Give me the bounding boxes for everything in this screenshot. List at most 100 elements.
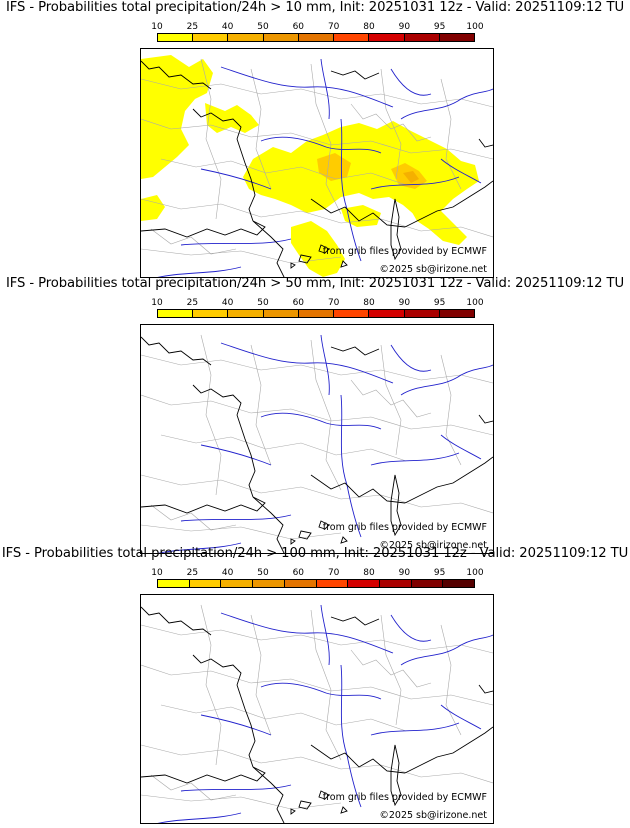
legend-swatch: [158, 34, 194, 41]
forecast-panel-100mm: IFS - Probabilities total precipitation/…: [0, 546, 630, 824]
map-borders: [141, 334, 493, 540]
legend-label: 80: [363, 298, 375, 308]
panel-title: IFS - Probabilities total precipitation/…: [1, 546, 629, 561]
legend-swatch: [263, 34, 299, 41]
legend-label: 80: [363, 568, 375, 578]
legend-label: 50: [257, 22, 269, 32]
probability-legend: 10 25 40 50 60 70 80 90 95 100: [151, 298, 484, 318]
legend-swatch: [253, 580, 285, 587]
legend-swatch: [334, 34, 370, 41]
legend-labels: 10 25 40 50 60 70 80 90 95 100: [151, 568, 483, 578]
legend-label: 90: [398, 298, 411, 308]
precip-region-nw-coast: [205, 103, 259, 133]
legend-label: 50: [257, 298, 269, 308]
legend-swatch: [228, 34, 264, 41]
legend-labels: 10 25 40 50 60 70 80 90 95 100: [151, 298, 483, 308]
legend-swatch: [298, 310, 335, 317]
precip-core-40pct: [403, 171, 419, 183]
legend-label: 40: [221, 22, 234, 32]
legend-label: 60: [292, 568, 305, 578]
copyright-credit: ©2025 sb@irizone.net: [379, 540, 487, 551]
panel-title: IFS - Probabilities total precipitation/…: [5, 276, 625, 291]
legend-label: 60: [292, 22, 305, 32]
legend-color-bar: [157, 309, 475, 318]
legend-label: 95: [433, 298, 446, 308]
legend-label: 40: [221, 298, 234, 308]
precip-region-west-patch: [141, 195, 165, 221]
legend-swatch: [443, 580, 475, 587]
legend-swatch: [228, 310, 264, 317]
legend-label: 70: [327, 568, 340, 578]
legend-swatch: [404, 34, 440, 41]
forecast-map: from grib files provided by ECMWF ©2025 …: [140, 324, 494, 554]
copyright-credit: ©2025 sb@irizone.net: [379, 264, 487, 275]
precipitation-area: [141, 55, 479, 277]
legend-label: 10: [151, 568, 163, 578]
legend-label: 100: [466, 22, 484, 32]
legend-label: 90: [398, 568, 411, 578]
legend-swatch: [284, 580, 317, 587]
legend-color-bar: [157, 579, 475, 588]
forecast-map: from grib files provided by ECMWF ©2025 …: [140, 48, 494, 278]
map-rivers: [150, 334, 493, 553]
legend-label: 100: [466, 568, 484, 578]
map-coastline: [141, 336, 493, 553]
precip-region-italy-north: [409, 199, 467, 245]
map-coastline: [141, 606, 493, 823]
legend-swatch: [298, 34, 335, 41]
legend-label: 25: [186, 298, 199, 308]
map-canvas: [141, 334, 493, 553]
legend-swatch: [193, 34, 229, 41]
legend-label: 95: [433, 568, 446, 578]
map-rivers: [150, 604, 493, 823]
legend-swatch: [348, 580, 380, 587]
copyright-credit: ©2025 sb@irizone.net: [379, 810, 487, 821]
precip-core-25pct: [317, 153, 351, 181]
legend-label: 10: [151, 298, 163, 308]
forecast-panel-50mm: IFS - Probabilities total precipitation/…: [0, 276, 630, 554]
legend-swatch: [404, 310, 440, 317]
data-source-credit: from grib files provided by ECMWF: [322, 522, 487, 533]
legend-color-bar: [157, 33, 475, 42]
precip-region-south: [291, 221, 345, 277]
legend-swatch: [334, 310, 370, 317]
data-source-credit: from grib files provided by ECMWF: [322, 246, 487, 257]
legend-label: 70: [327, 298, 340, 308]
legend-swatch: [158, 580, 190, 587]
legend-label: 100: [466, 298, 484, 308]
legend-swatch: [439, 34, 474, 41]
precip-region-central-belt: [243, 121, 479, 221]
map-borders: [141, 604, 493, 810]
legend-label: 60: [292, 298, 305, 308]
probability-legend: 10 25 40 50 60 70 80 90 95 100: [151, 568, 484, 588]
legend-labels: 10 25 40 50 60 70 80 90 95 100: [151, 22, 483, 32]
legend-label: 25: [186, 568, 199, 578]
legend-label: 95: [433, 22, 446, 32]
legend-swatch: [263, 310, 299, 317]
data-source-credit: from grib files provided by ECMWF: [322, 792, 487, 803]
legend-label: 25: [186, 22, 199, 32]
forecast-panel-10mm: IFS - Probabilities total precipitation/…: [0, 0, 630, 278]
legend-label: 90: [398, 22, 411, 32]
legend-label: 70: [327, 22, 340, 32]
map-canvas: [141, 55, 493, 277]
legend-label: 10: [151, 22, 163, 32]
precip-region-med: [341, 205, 381, 227]
legend-label: 40: [221, 568, 234, 578]
precip-region-west: [141, 55, 213, 179]
legend-swatch: [369, 34, 405, 41]
legend-label: 50: [257, 568, 269, 578]
legend-swatch: [221, 580, 254, 587]
legend-swatch: [316, 580, 349, 587]
legend-swatch: [411, 580, 444, 587]
legend-swatch: [193, 310, 229, 317]
legend-swatch: [158, 310, 194, 317]
forecast-map: from grib files provided by ECMWF ©2025 …: [140, 594, 494, 824]
legend-label: 80: [363, 22, 375, 32]
panel-title: IFS - Probabilities total precipitation/…: [5, 0, 625, 15]
legend-swatch: [189, 580, 222, 587]
legend-swatch: [379, 580, 412, 587]
legend-swatch: [439, 310, 474, 317]
map-canvas: [141, 604, 493, 823]
probability-legend: 10 25 40 50 60 70 80 90 95 100: [151, 22, 484, 42]
